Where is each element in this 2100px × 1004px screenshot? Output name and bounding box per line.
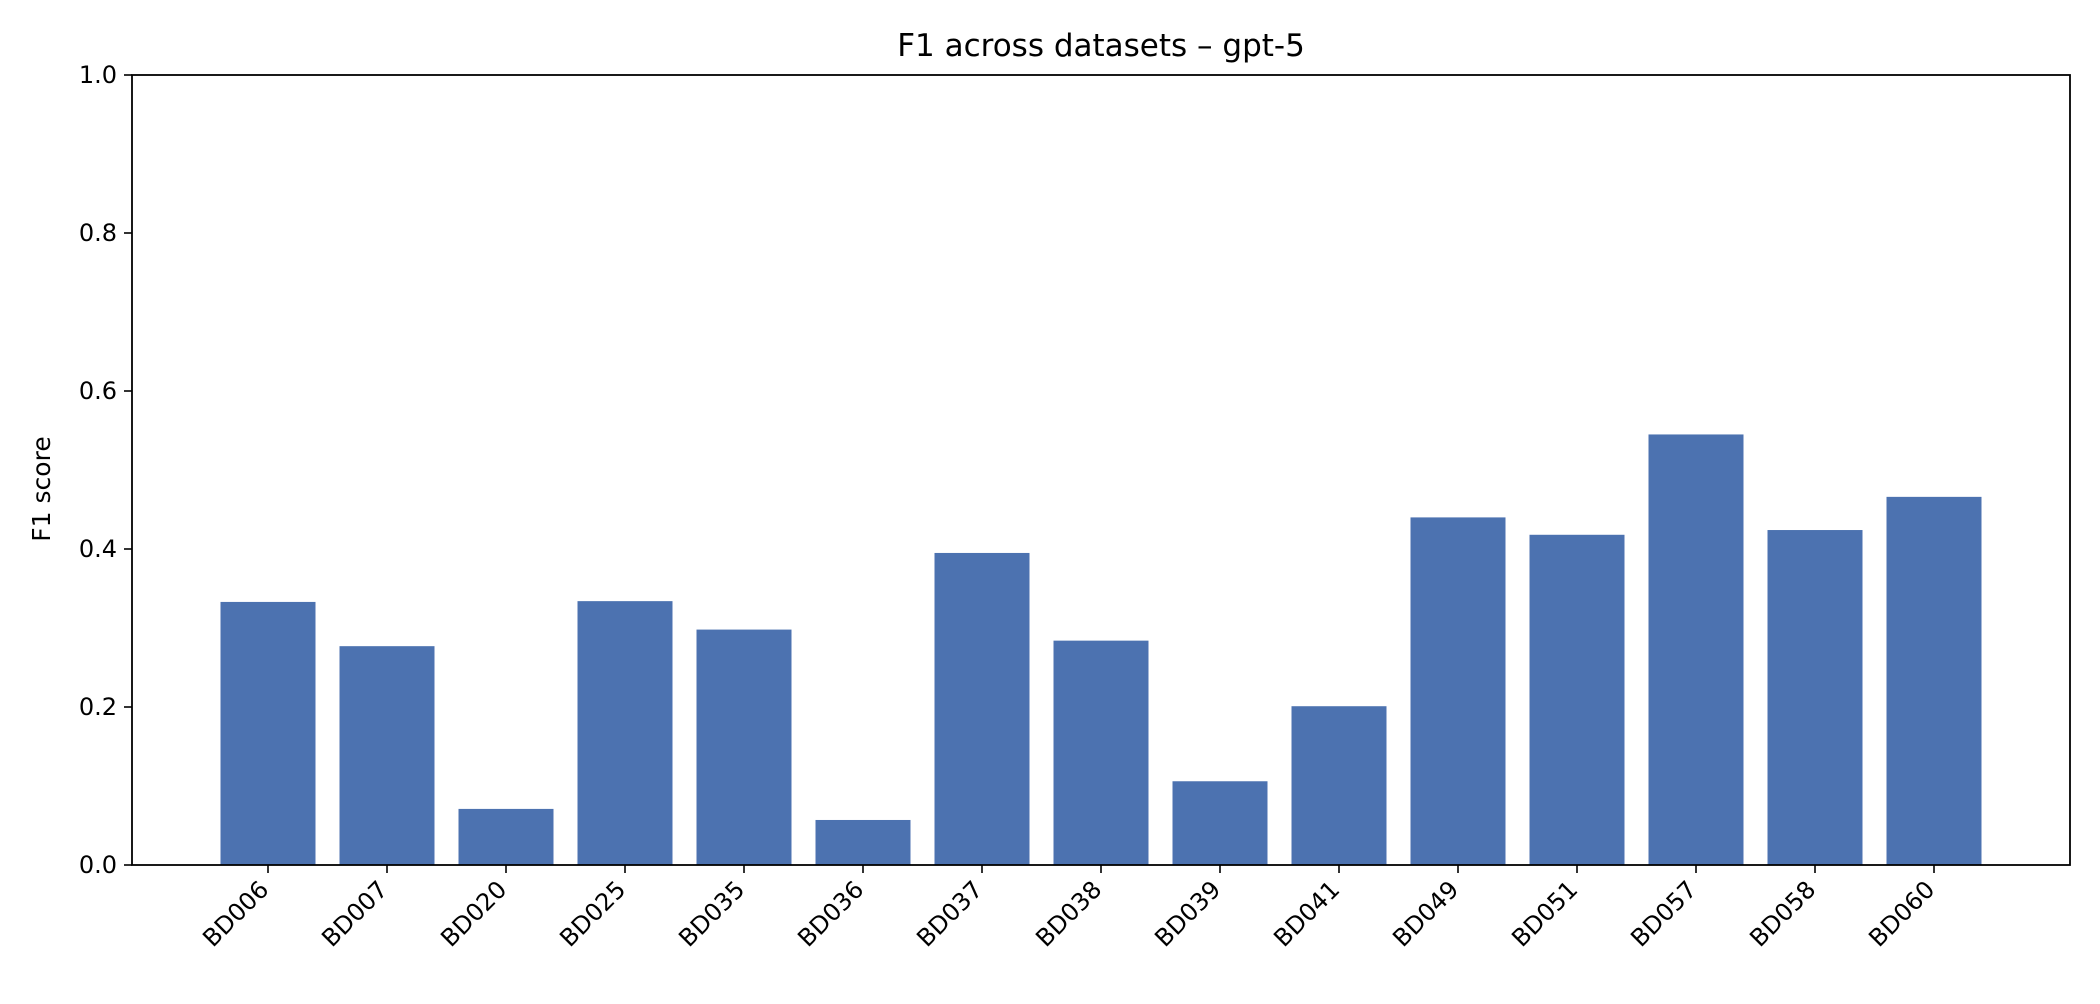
plot-frame (131, 74, 2071, 866)
bar-bd025 (577, 601, 673, 865)
bar-bd037 (934, 552, 1030, 865)
bars-group (220, 434, 1982, 865)
x-tick-label: BD039 (1149, 875, 1226, 952)
x-axis-ticks: BD006 BD007 BD020 BD025 BD035 BD036 BD037 BD038… (197, 865, 1940, 952)
bar-bd007 (339, 646, 435, 865)
bar-bd057 (1648, 434, 1744, 865)
x-tick-label: BD051 (1506, 875, 1583, 952)
bar-bd020 (458, 808, 554, 865)
y-tick-label: 0.2 (79, 693, 117, 721)
x-tick-label: BD037 (911, 875, 988, 952)
x-tick-label: BD020 (435, 875, 512, 952)
x-tick-label: BD038 (1030, 875, 1107, 952)
x-tick-label: BD049 (1387, 875, 1464, 952)
x-tick-label: BD007 (316, 875, 393, 952)
bar-bd058 (1767, 530, 1863, 865)
x-tick-label: BD057 (1625, 875, 1702, 952)
chart-title: F1 across datasets – gpt-5 (897, 28, 1305, 64)
bar-bd036 (815, 819, 911, 865)
bar-bd006 (220, 601, 316, 865)
bar-bd035 (696, 629, 792, 865)
y-axis-ticks: 0.0 0.2 0.4 0.6 0.8 1.0 (79, 61, 132, 879)
y-axis-label: F1 score (27, 436, 56, 541)
y-tick-label: 1.0 (79, 61, 117, 89)
y-tick-label: 0.0 (79, 851, 117, 879)
x-tick-label: BD025 (554, 875, 631, 952)
x-tick-label: BD041 (1268, 875, 1345, 952)
y-tick-label: 0.8 (79, 219, 117, 247)
x-tick-label: BD006 (197, 875, 274, 952)
bar-bd039 (1172, 781, 1268, 865)
x-tick-label: BD058 (1744, 875, 1821, 952)
bar-bd049 (1410, 517, 1506, 865)
y-tick-label: 0.6 (79, 377, 117, 405)
y-tick-label: 0.4 (79, 535, 117, 563)
bar-bd051 (1529, 534, 1625, 865)
x-tick-label: BD035 (673, 875, 750, 952)
bar-bd041 (1291, 706, 1387, 865)
bar-bd038 (1053, 640, 1149, 865)
bar-bd060 (1886, 496, 1982, 865)
x-tick-label: BD036 (792, 875, 869, 952)
x-tick-label: BD060 (1863, 875, 1940, 952)
